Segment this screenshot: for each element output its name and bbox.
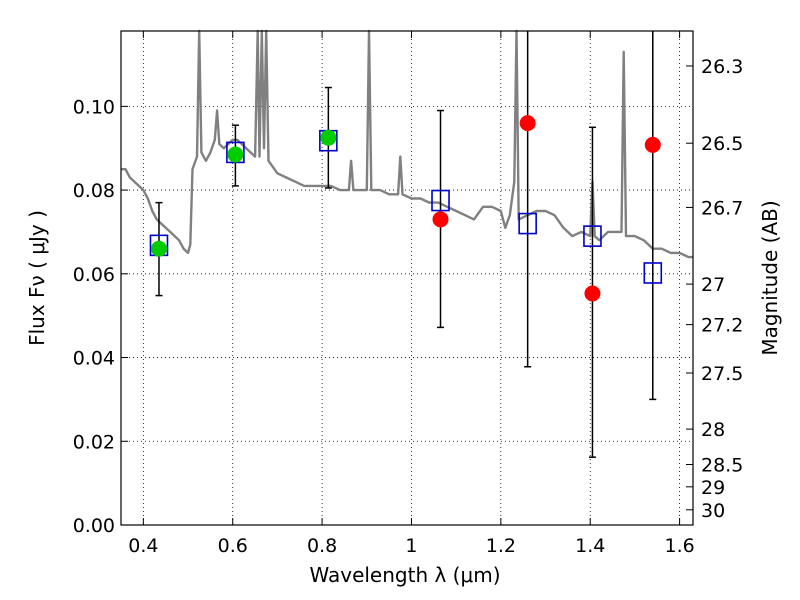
grid-lines <box>121 31 693 526</box>
y2-tick-label: 27.2 <box>701 315 743 337</box>
y2-tick-label: 26.3 <box>701 56 743 78</box>
error-bars <box>155 31 657 458</box>
nondetection-point <box>644 136 661 153</box>
x-tick-label: 0.6 <box>218 535 248 557</box>
axis-ticks: 0.4 0.6 0.8 1 1.2 1.4 1.6 0.00 0.02 0.04 0.06 0.08 0… <box>73 31 743 557</box>
nondetection-point <box>519 115 536 132</box>
model-band-square <box>643 262 663 284</box>
y-tick-label: 0.08 <box>73 180 115 202</box>
detection-point <box>320 129 337 146</box>
x-tick-label: 1.2 <box>486 535 516 557</box>
y-tick-label: 0.04 <box>73 348 115 370</box>
sed-model-line <box>121 29 693 259</box>
x-axis-label: Wavelength λ (μm) <box>309 563 500 587</box>
y2-tick-label: 28 <box>701 419 725 441</box>
y2-tick-label: 26.5 <box>701 133 743 155</box>
y-tick-label: 0.00 <box>73 515 115 537</box>
x-tick-label: 0.8 <box>307 535 337 557</box>
y2-tick-label: 26.7 <box>701 197 743 219</box>
y2-tick-label: 27 <box>701 274 725 296</box>
sed-model-line-group <box>121 29 693 259</box>
nondetection-point <box>584 285 601 302</box>
model-band-squares <box>149 129 663 284</box>
x-tick-label: 1.6 <box>664 535 694 557</box>
y2-tick-label: 29 <box>701 477 725 499</box>
x-tick-label: 1.4 <box>575 535 605 557</box>
detection-point <box>227 146 244 163</box>
x-tick-label: 1 <box>405 535 417 557</box>
y-axis-label: Flux Fν ( μJy ) <box>25 210 49 346</box>
y-tick-label: 0.02 <box>73 431 115 453</box>
y2-axis-label: Magnitude (AB) <box>758 200 782 355</box>
y-tick-label: 0.06 <box>73 264 115 286</box>
model-band-square <box>518 212 537 235</box>
detection-point <box>150 240 167 257</box>
y2-tick-label: 28.5 <box>701 454 743 476</box>
y2-tick-label: 30 <box>701 500 725 522</box>
y-tick-label: 0.10 <box>73 96 115 118</box>
model-band-square <box>583 225 602 247</box>
y2-tick-label: 27.5 <box>701 363 743 385</box>
photometry-points <box>150 115 661 302</box>
nondetection-point <box>432 211 449 228</box>
model-band-square <box>431 189 450 212</box>
plot-frame <box>120 30 694 526</box>
x-tick-label: 0.4 <box>128 535 158 557</box>
